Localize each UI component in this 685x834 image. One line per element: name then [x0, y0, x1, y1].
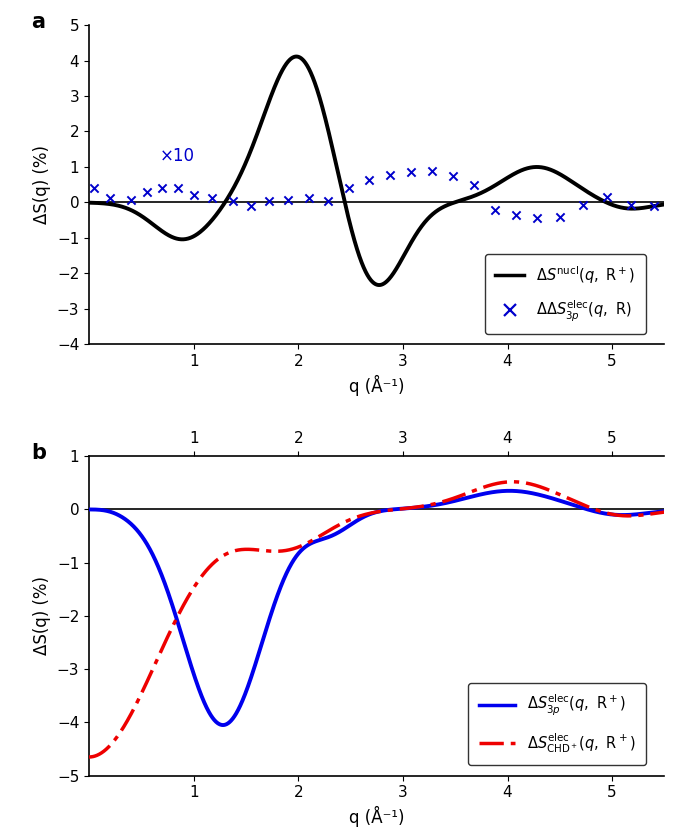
Point	[601, 190, 612, 203]
X-axis label: q (Å⁻¹): q (Å⁻¹)	[349, 806, 405, 827]
Point	[125, 193, 136, 206]
Point	[264, 194, 275, 208]
Text: a: a	[32, 13, 45, 33]
Point	[364, 173, 375, 187]
Point	[322, 194, 333, 208]
Point	[173, 181, 184, 194]
Point	[385, 168, 396, 182]
Point	[207, 192, 218, 205]
Point	[577, 198, 588, 212]
Point	[406, 166, 416, 179]
Point	[532, 212, 543, 225]
Point	[510, 208, 521, 222]
Legend: $\Delta S^\mathregular{nucl}(q,\ \mathregular{R}^+)$, $\Delta\Delta S^\mathregul: $\Delta S^\mathregular{nucl}(q,\ \mathre…	[485, 254, 646, 334]
Text: b: b	[32, 444, 47, 464]
Point	[157, 181, 168, 194]
Point	[649, 199, 660, 213]
Point	[469, 178, 479, 191]
X-axis label: q (Å⁻¹): q (Å⁻¹)	[349, 374, 405, 396]
Point	[447, 169, 458, 183]
Text: ×10: ×10	[160, 147, 195, 164]
Point	[343, 181, 354, 194]
Point	[188, 188, 199, 201]
Point	[282, 193, 293, 206]
Point	[554, 210, 565, 224]
Point	[89, 181, 100, 194]
Point	[246, 199, 257, 213]
Point	[105, 192, 116, 205]
Point	[228, 194, 239, 208]
Y-axis label: ΔS(q) (%): ΔS(q) (%)	[34, 576, 51, 656]
Point	[427, 163, 438, 177]
Point	[141, 185, 152, 198]
Point	[490, 203, 501, 216]
Point	[625, 198, 636, 212]
Y-axis label: ΔS(q) (%): ΔS(q) (%)	[34, 145, 51, 224]
Legend: $\Delta S^\mathregular{elec}_{3p}(q,\ \mathregular{R}^+)$, $\Delta S^\mathregula: $\Delta S^\mathregular{elec}_{3p}(q,\ \m…	[469, 683, 646, 765]
Point	[303, 192, 314, 205]
